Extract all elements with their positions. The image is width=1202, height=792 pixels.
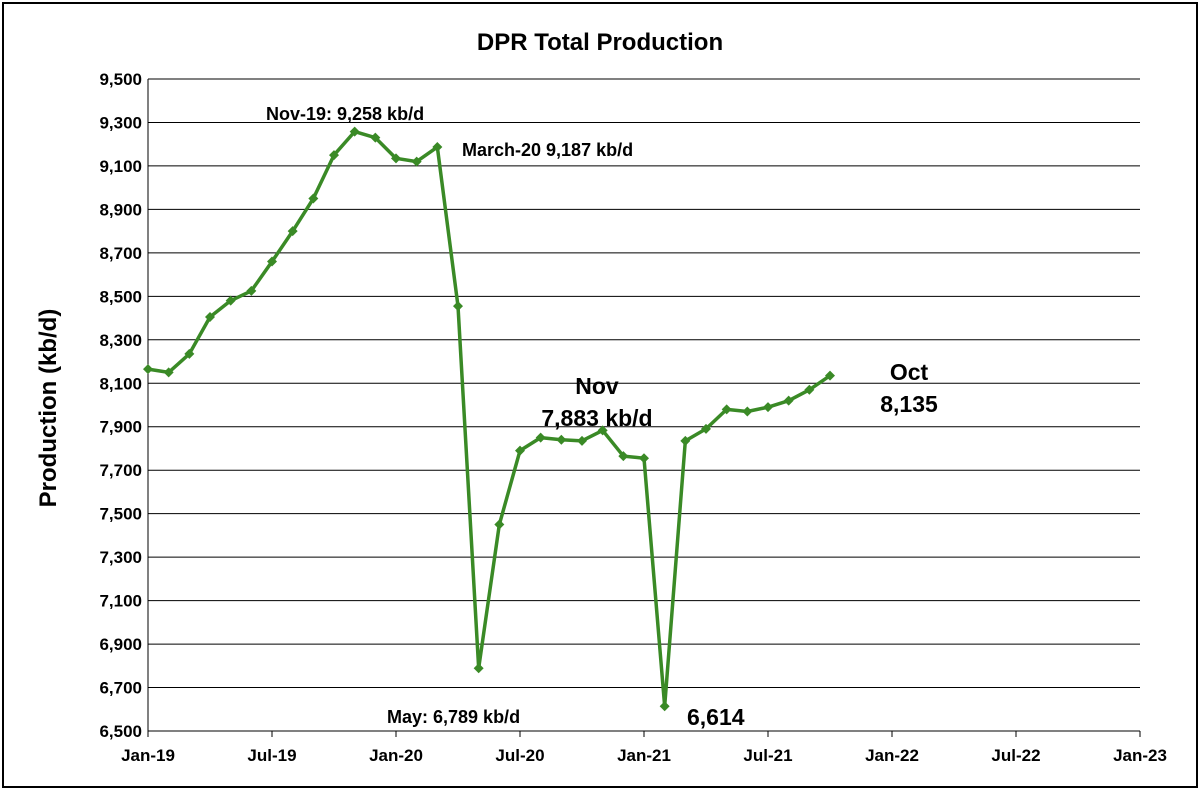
data-point-marker	[225, 295, 236, 306]
data-point-marker	[432, 142, 443, 153]
data-point-marker	[556, 434, 567, 445]
data-point-marker	[205, 311, 215, 322]
data-point-marker	[473, 663, 484, 674]
y-tick-label: 7,500	[99, 505, 142, 524]
data-point-marker	[825, 370, 835, 381]
annotation-label: 6,614	[687, 704, 745, 730]
data-point-marker	[763, 402, 773, 413]
y-tick-label: 6,700	[99, 679, 142, 698]
data-point-marker	[680, 435, 691, 446]
y-tick-label: 8,700	[99, 244, 142, 263]
annotations: Nov-19: 9,258 kb/d March-20 9,187 kb/d Nov…	[266, 104, 938, 730]
annotation-label: May: 6,789 kb/d	[387, 707, 520, 727]
x-tick-label: Jul-21	[743, 746, 792, 765]
y-tick-label: 7,100	[99, 592, 142, 611]
y-axis-label: Production (kb/d)	[35, 309, 62, 508]
data-point-marker	[411, 156, 422, 167]
data-point-marker	[618, 451, 629, 462]
data-point-marker	[742, 406, 753, 417]
data-point-marker	[453, 301, 463, 312]
y-tick-label: 7,300	[99, 548, 142, 567]
y-tick-label: 9,300	[99, 113, 142, 132]
data-point-marker	[721, 404, 732, 415]
data-point-marker	[577, 435, 587, 446]
data-point-marker	[246, 285, 257, 296]
y-tick-label: 6,500	[99, 722, 142, 741]
y-tick-label: 8,300	[99, 331, 142, 350]
data-point-marker	[515, 445, 525, 456]
chart-title: DPR Total Production	[477, 29, 723, 56]
annotation-label: Nov	[575, 373, 619, 399]
data-point-marker	[184, 348, 195, 359]
data-point-marker	[659, 701, 670, 712]
y-tick-label: 6,900	[99, 635, 142, 654]
x-tick-label: Jul-19	[247, 746, 296, 765]
y-tick-label: 9,500	[99, 70, 142, 89]
annotation-label: Oct	[890, 359, 929, 385]
y-tick-label: 9,100	[99, 157, 142, 176]
data-point-marker	[329, 150, 339, 161]
y-tick-labels: 9,500 9,300 9,100 8,900 8,700 8,500 8,300 8,100…	[99, 70, 142, 741]
data-point-marker	[701, 423, 711, 434]
data-point-marker	[370, 132, 381, 143]
x-tick-label: Jan-19	[121, 746, 175, 765]
x-tick-label: Jul-22	[991, 746, 1040, 765]
x-tick-label: Jan-22	[865, 746, 919, 765]
data-point-marker	[143, 364, 153, 375]
gridlines	[148, 78, 1140, 732]
x-tick-label: Jan-23	[1113, 746, 1167, 765]
annotation-label: March-20 9,187 kb/d	[462, 140, 633, 160]
axes	[147, 79, 1141, 737]
series-layer	[143, 126, 835, 712]
x-tick-labels: Jan-19 Jul-19 Jan-20 Jul-20 Jan-21 Jul-21 Jan-…	[121, 746, 1167, 765]
y-tick-label: 8,100	[99, 374, 142, 393]
annotation-label: Nov-19: 9,258 kb/d	[266, 104, 424, 124]
x-tick-label: Jul-20	[495, 746, 544, 765]
y-tick-label: 7,700	[99, 461, 142, 480]
data-point-marker	[783, 395, 794, 406]
data-point-marker	[804, 384, 815, 395]
y-tick-label: 8,500	[99, 287, 142, 306]
data-point-marker	[494, 519, 505, 530]
annotation-label: 8,135	[880, 391, 938, 417]
chart-canvas: DPR Total Production 9,500 9,300 9,100 8,90…	[35, 29, 1167, 765]
data-point-marker	[163, 367, 174, 378]
x-tick-label: Jan-20	[369, 746, 423, 765]
annotation-label: 7,883 kb/d	[541, 405, 652, 431]
data-point-marker	[535, 432, 546, 443]
data-point-marker	[308, 193, 319, 204]
y-tick-label: 7,900	[99, 418, 142, 437]
data-point-marker	[391, 153, 401, 164]
series-line	[147, 129, 831, 708]
y-tick-label: 8,900	[99, 200, 142, 219]
data-point-marker	[287, 226, 298, 237]
x-tick-label: Jan-21	[617, 746, 671, 765]
data-point-marker	[349, 126, 360, 137]
data-point-marker	[639, 453, 649, 464]
data-point-marker	[597, 425, 608, 436]
data-point-marker	[267, 256, 277, 267]
